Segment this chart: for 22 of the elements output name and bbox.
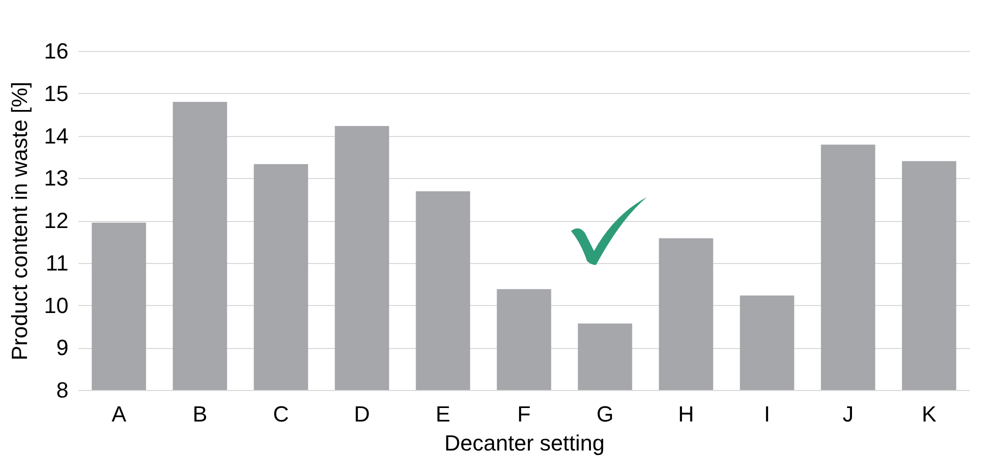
y-tick-label: 16 [44, 38, 68, 64]
y-tick-label: 10 [44, 292, 68, 318]
y-tick-label: 11 [46, 250, 68, 276]
y-axis-title: Product content in waste [%] [7, 82, 32, 360]
x-tick-label: K [922, 402, 937, 426]
x-tick-label: J [842, 402, 854, 426]
x-tick-label: H [678, 402, 694, 426]
x-tick-label: C [273, 402, 290, 426]
x-tick-label: B [192, 402, 208, 426]
y-tick-label: 14 [44, 123, 68, 148]
y-tick-label: 12 [44, 208, 68, 233]
x-tick-label: G [596, 402, 614, 426]
y-tick-label: 13 [44, 166, 68, 191]
x-axis-title: Decanter setting [444, 430, 605, 456]
x-tick-label: A [112, 402, 127, 426]
y-tick-label: 9 [56, 335, 68, 360]
x-tick-label: D [354, 402, 370, 426]
x-tick-label: E [436, 402, 450, 426]
x-tick-label: I [764, 402, 770, 426]
y-tick-label: 15 [44, 80, 68, 106]
x-tick-label: F [517, 402, 531, 426]
y-tick-label: 8 [56, 378, 68, 402]
